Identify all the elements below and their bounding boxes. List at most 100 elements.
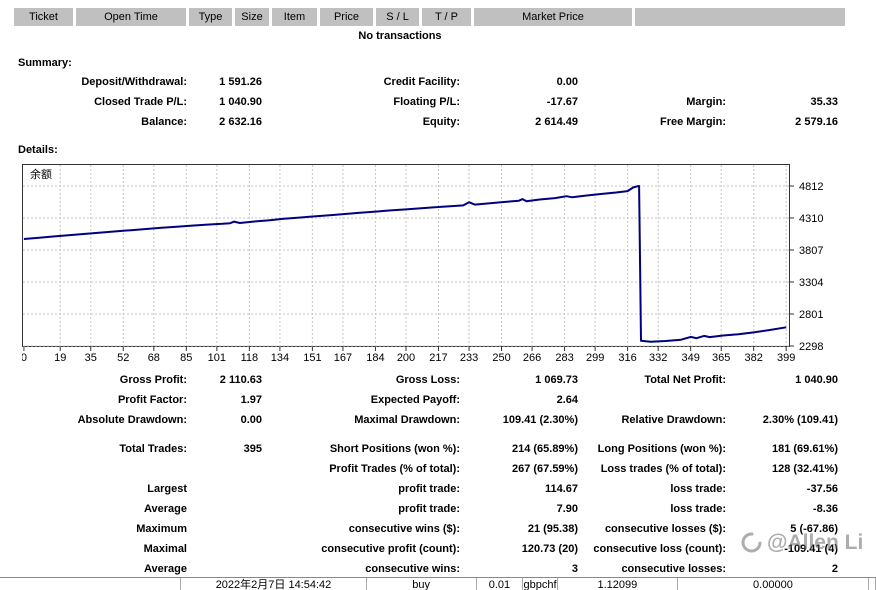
stat-value: 7.90 <box>556 503 578 515</box>
x-tick-label: 332 <box>649 352 667 364</box>
stat-row: Average consecutive wins: 3 consecutive los… <box>0 559 838 579</box>
stat-label: Maximum <box>136 523 187 535</box>
x-tick-label: 250 <box>492 352 510 364</box>
stat-value: 5 (-67.86) <box>790 523 838 535</box>
stat-row: Absolute Drawdown: 0.00 Maximal Drawdown: 1… <box>0 410 838 430</box>
x-tick-label: 35 <box>85 352 97 364</box>
stat-value: 2 110.63 <box>219 374 262 386</box>
y-tick-label: 3304 <box>799 277 823 289</box>
stat-row: Average profit trade: 7.90 loss trade: -8.36 <box>0 499 838 519</box>
x-tick-label: 283 <box>555 352 573 364</box>
x-tick-label: 101 <box>208 352 226 364</box>
x-tick-label: 382 <box>745 352 763 364</box>
stat-value <box>187 499 262 519</box>
balance-line <box>23 185 787 343</box>
x-tick-label: 167 <box>334 352 352 364</box>
trade-cell: 1.12099 <box>558 578 678 590</box>
stat-label: Free Margin: <box>659 116 726 128</box>
column-header-t-p: T / P <box>422 8 471 26</box>
stat-label: Balance: <box>141 116 187 128</box>
stat-label: consecutive losses: <box>621 563 726 575</box>
column-header-type: Type <box>189 8 232 26</box>
stat-label: Maximal <box>143 543 187 555</box>
plot-border <box>22 164 790 347</box>
balance-chart-svg: 0 19 35 52 68 85 101 118 134 151 167 184 200 217 233 25… <box>21 164 823 364</box>
stat-label: Relative Drawdown: <box>621 414 726 426</box>
y-tick-label: 2298 <box>799 341 823 353</box>
stat-label: consecutive loss (count): <box>593 543 726 555</box>
stat-label: Equity: <box>422 116 460 128</box>
stat-label: loss trade: <box>670 483 726 495</box>
x-tick-label: 0 <box>22 352 27 364</box>
stat-value <box>726 390 838 410</box>
stat-label: Average <box>143 503 187 515</box>
stat-label: Profit Factor: <box>117 394 187 406</box>
stat-value <box>726 72 838 92</box>
x-tick-label: 151 <box>303 352 321 364</box>
x-tick-label: 52 <box>117 352 129 364</box>
y-tick-label: 4310 <box>799 213 823 225</box>
stat-row: Maximal consecutive profit (count): 120.73… <box>0 539 838 559</box>
stat-value: -37.56 <box>806 483 838 495</box>
stat-value: 128 (32.41%) <box>771 463 838 475</box>
trade-cell: 0.00000 <box>678 578 870 590</box>
column-header-price: Price <box>320 8 373 26</box>
stat-label: Average <box>143 563 187 575</box>
stat-row: Closed Trade P/L: 1 040.90 Floating P/L: -1… <box>0 92 838 112</box>
trade-cell <box>0 578 182 590</box>
column-header-s-l: S / L <box>376 8 419 26</box>
x-tick-label: 316 <box>618 352 636 364</box>
x-tick-label: 399 <box>777 352 795 364</box>
stat-value: 2 632.16 <box>219 116 262 128</box>
trade-cell: 2022年2月7日 14:54:42 <box>181 578 367 590</box>
watermark: @Allen Li <box>740 531 863 555</box>
stat-row: Gross Profit: 2 110.63 Gross Loss: 1 069.73… <box>0 370 838 390</box>
stat-label: Gross Loss: <box>395 374 460 386</box>
x-tick-label: 134 <box>271 352 289 364</box>
stat-row: Total Trades: 395 Short Positions (won %):… <box>0 439 838 459</box>
x-tick-label: 85 <box>180 352 192 364</box>
x-tick-label: 266 <box>523 352 541 364</box>
stat-value: 0.00 <box>556 76 578 88</box>
stat-value: 1 040.90 <box>795 374 838 386</box>
stat-label: consecutive losses ($): <box>604 523 726 535</box>
stat-label: Short Positions (won %): <box>329 443 460 455</box>
stat-label: Loss trades (% of total): <box>600 463 726 475</box>
stat-row: Largest profit trade: 114.67 loss trade: -37… <box>0 479 838 499</box>
stat-value: 2 614.49 <box>535 116 578 128</box>
stat-label <box>578 72 726 92</box>
stat-label: Gross Profit: <box>119 374 187 386</box>
stat-label: Closed Trade P/L: <box>94 96 187 108</box>
trade-cell <box>869 578 876 590</box>
column-header-size: Size <box>235 8 269 26</box>
x-tick-label: 233 <box>460 352 478 364</box>
stat-label: Credit Facility: <box>383 76 460 88</box>
stat-value: 21 (95.38) <box>527 523 578 535</box>
trade-cell: 0.01 <box>477 578 524 590</box>
details-grid: Gross Profit: 2 110.63 Gross Loss: 1 069.73… <box>0 370 838 579</box>
column-header-ticket: Ticket <box>14 8 73 26</box>
stat-value <box>187 479 262 499</box>
stat-row: Profit Trades (% of total): 267 (67.59%) L… <box>0 459 838 479</box>
y-tick-label: 3807 <box>799 245 823 257</box>
x-tick-label: 365 <box>712 352 730 364</box>
x-tick-label: 118 <box>241 352 259 364</box>
stat-value: 109.41 (2.30%) <box>502 414 578 426</box>
stat-value: 1 591.26 <box>219 76 262 88</box>
stat-label <box>0 459 187 479</box>
stat-label: consecutive profit (count): <box>321 543 460 555</box>
details-title: Details: <box>18 144 58 156</box>
stat-row: Maximum consecutive wins ($): 21 (95.38) co… <box>0 519 838 539</box>
stat-value: 267 (67.59%) <box>511 463 578 475</box>
stat-row: Deposit/Withdrawal: 1 591.26 Credit Facili… <box>0 72 838 92</box>
stat-label: Deposit/Withdrawal: <box>81 76 187 88</box>
stat-value: 181 (69.61%) <box>771 443 838 455</box>
column-header-open-time: Open Time <box>76 8 186 26</box>
stat-value: 395 <box>243 443 262 455</box>
x-tick-label: 19 <box>54 352 66 364</box>
column-header-item: Item <box>272 8 317 26</box>
stat-label: Margin: <box>686 96 726 108</box>
balance-chart: 0 19 35 52 68 85 101 118 134 151 167 184 200 217 233 25… <box>21 164 834 367</box>
x-tick-label: 184 <box>366 352 384 364</box>
stat-value: 1 040.90 <box>219 96 262 108</box>
